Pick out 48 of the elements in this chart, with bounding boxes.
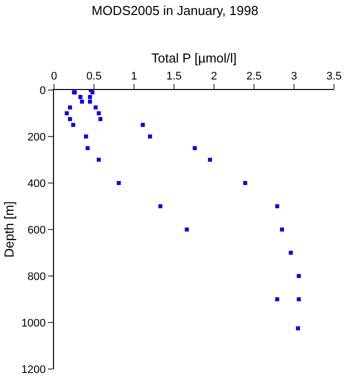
- x-tick-label: 3.5: [326, 70, 342, 83]
- point: [243, 181, 248, 185]
- point: [68, 105, 72, 110]
- x-tick-label: 2: [210, 70, 218, 83]
- point: [275, 204, 280, 208]
- y-tick-label: 1200: [21, 364, 46, 376]
- point: [88, 100, 92, 104]
- y-tick-label: 800: [27, 270, 46, 283]
- point: [64, 111, 69, 116]
- point: [296, 274, 301, 278]
- point: [116, 181, 121, 185]
- point: [208, 158, 212, 162]
- point: [296, 326, 300, 330]
- point: [88, 94, 92, 99]
- point: [275, 297, 280, 302]
- x-tick-label: 1.5: [166, 70, 182, 83]
- point: [140, 122, 145, 127]
- y-tick-label: 600: [27, 224, 46, 236]
- point: [84, 134, 88, 138]
- point: [86, 146, 90, 150]
- point: [90, 90, 94, 94]
- point: [148, 134, 152, 138]
- point: [184, 228, 189, 232]
- x-tick-label: 3: [290, 70, 298, 83]
- x-tick-label: 0: [50, 70, 58, 83]
- x-axis-title: Total P [µmol/l]: [151, 50, 237, 66]
- point: [288, 250, 293, 255]
- point: [68, 117, 72, 122]
- point: [78, 94, 82, 99]
- x-tick-label: 1: [130, 70, 138, 83]
- point: [98, 117, 102, 122]
- y-tick-label: 0: [40, 84, 46, 97]
- point: [80, 100, 84, 104]
- point: [158, 204, 162, 208]
- point: [94, 105, 98, 110]
- y-tick-label: 200: [27, 131, 46, 144]
- point: [71, 122, 76, 127]
- point: [280, 228, 284, 232]
- y-axis-title: Depth [m]: [1, 201, 16, 258]
- point: [96, 158, 101, 162]
- y-tick-label: 1000: [21, 317, 46, 330]
- x-tick-label: 0.5: [86, 70, 102, 83]
- point: [192, 146, 197, 150]
- point: [96, 111, 101, 116]
- y-tick-label: 400: [27, 178, 46, 190]
- point: [296, 297, 301, 302]
- x-tick-label: 2.5: [246, 70, 262, 83]
- chart-title: MODS2005 in January, 1998: [92, 2, 258, 18]
